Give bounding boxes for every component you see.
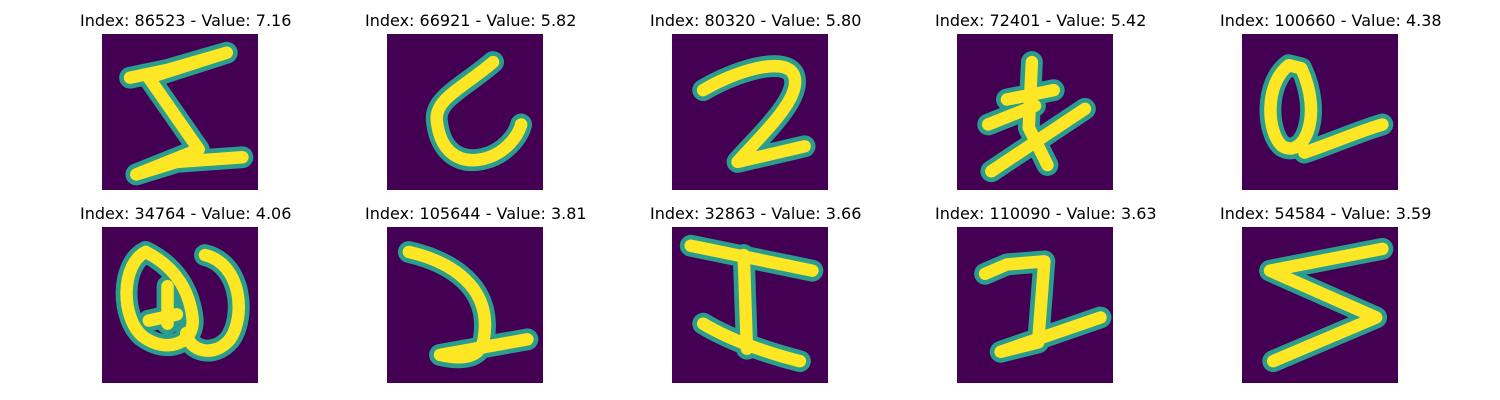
panel-title: Index: 54584 - Value: 3.59 [1220, 204, 1432, 223]
glyph-image [102, 227, 258, 383]
glyph-image [672, 227, 828, 383]
glyph-image [102, 34, 258, 190]
glyph-image [957, 34, 1113, 190]
panel-title: Index: 100660 - Value: 4.38 [1220, 11, 1442, 30]
panel-title: Index: 80320 - Value: 5.80 [650, 11, 862, 30]
panel-title: Index: 66921 - Value: 5.82 [365, 11, 577, 30]
glyph-image [1242, 34, 1398, 190]
panel-title: Index: 105644 - Value: 3.81 [365, 204, 587, 223]
panel-2: Index: 66921 - Value: 5.82 [365, 11, 577, 192]
glyph-image [672, 34, 828, 190]
panel-3: Index: 80320 - Value: 5.80 [650, 11, 862, 192]
glyph-image [387, 34, 543, 190]
glyph-image [1242, 227, 1398, 383]
glyph-image [957, 227, 1113, 383]
panel-title: Index: 72401 - Value: 5.42 [935, 11, 1147, 30]
panel-6: Index: 34764 - Value: 4.06 [80, 204, 292, 385]
panel-7: Index: 105644 - Value: 3.81 [365, 204, 587, 385]
panel-4: Index: 72401 - Value: 5.42 [935, 11, 1147, 192]
panel-title: Index: 110090 - Value: 3.63 [935, 204, 1157, 223]
panel-8: Index: 32863 - Value: 3.66 [650, 204, 862, 385]
panel-9: Index: 110090 - Value: 3.63 [935, 204, 1157, 385]
panel-10: Index: 54584 - Value: 3.59 [1220, 204, 1432, 385]
panel-title: Index: 32863 - Value: 3.66 [650, 204, 862, 223]
glyph-image [387, 227, 543, 383]
panel-title: Index: 86523 - Value: 7.16 [80, 11, 292, 30]
panel-title: Index: 34764 - Value: 4.06 [80, 204, 292, 223]
panel-5: Index: 100660 - Value: 4.38 [1220, 11, 1442, 192]
panel-1: Index: 86523 - Value: 7.16 [80, 11, 292, 192]
